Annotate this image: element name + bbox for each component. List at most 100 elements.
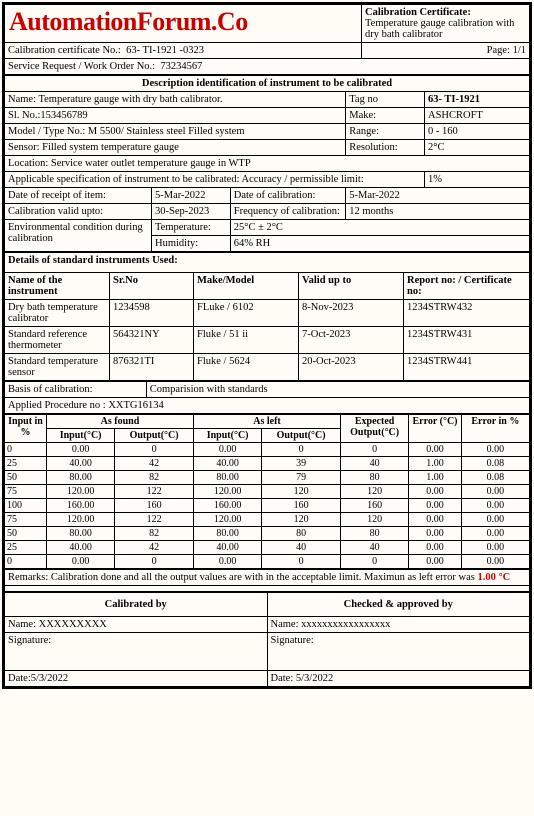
std-cell: FLuke / 6102 [194,300,299,327]
data-cell: 0.00 [461,541,529,555]
receipt-label: Date of receipt of item: [5,188,152,204]
cert-no-cell: Calibration certificate No.: 63- TI-1921… [5,43,362,59]
freq-val: 12 months [346,204,530,220]
data-cell: 80.00 [47,527,115,541]
data-row: 75120.00122120.001201200.000.00 [5,485,530,499]
logo: AutomationForum.Co [5,5,362,43]
data-cell: 82 [115,471,194,485]
spec-label: Applicable specification of instrument t… [5,172,425,188]
remarks-cell: Remarks: Calibration done and all the ou… [5,570,530,586]
data-cell: 1.00 [409,471,462,485]
data-row: 100160.00160160.001601600.000.00 [5,499,530,513]
data-cell: 0.00 [461,513,529,527]
data-cell: 25 [5,457,47,471]
name-label: Name: [8,94,36,105]
name-r-label: Name: [271,619,299,630]
data-cell: 40.00 [47,541,115,555]
desc-section-title: Description identification of instrument… [5,76,530,92]
sensor-val: Filled system temperature gauge [42,142,179,153]
data-row: 2540.004240.0039401.000.08 [5,457,530,471]
std-cell: 20-Oct-2023 [299,354,404,381]
data-cell: 0.00 [47,555,115,569]
make-val: ASHCROFT [425,108,530,124]
data-cell: 80.00 [193,471,261,485]
std-h-sr: Sr.No [110,273,194,300]
page-number: Page: 1/1 [362,43,530,59]
std-cell: 1234STRW441 [404,354,530,381]
data-cell: 0.00 [193,443,261,457]
dh-fo: Output(°C) [115,429,194,443]
std-cell: Standard reference thermometer [5,327,110,354]
std-row: Dry bath temperature calibrator1234598FL… [5,300,530,327]
cert-no-label: Calibration certificate No.: [8,45,121,56]
data-cell: 0.00 [461,485,529,499]
dh-pct: Input in % [5,415,47,443]
calib-date-label: Date of calibration: [230,188,346,204]
hum-val: 64% RH [230,236,529,252]
data-cell: 0 [115,555,194,569]
data-cell: 42 [115,541,194,555]
data-cell: 40 [341,541,409,555]
calib-by-head: Calibrated by [5,593,268,617]
data-cell: 100 [5,499,47,513]
std-cell: Fluke / 51 ii [194,327,299,354]
data-cell: 0 [5,555,47,569]
data-cell: 0 [341,555,409,569]
remarks-table: Remarks: Calibration done and all the ou… [4,569,530,592]
data-cell: 0.08 [461,457,529,471]
basis-table: Basis of calibration: Comparision with s… [4,381,530,414]
data-cell: 0.00 [461,443,529,457]
data-row: 2540.004240.0040400.000.00 [5,541,530,555]
header-table: AutomationForum.Co Calibration Certifica… [4,4,530,75]
tag-label: Tag no [346,92,425,108]
data-cell: 0.00 [47,443,115,457]
service-req: 73234567 [160,61,202,72]
data-cell: 40 [341,457,409,471]
remarks-prefix: Remarks: Calibration done and all the ou… [8,572,477,583]
std-row: Standard temperature sensor876321TIFluke… [5,354,530,381]
data-cell: 0.00 [409,499,462,513]
sensor-label: Sensor: [8,142,40,153]
std-h-mm: Make/Model [194,273,299,300]
std-cell: 564321NY [110,327,194,354]
std-cell: 1234598 [110,300,194,327]
data-cell: 75 [5,513,47,527]
res-val: 2°C [425,140,530,156]
std-section-title: Details of standard instruments Used: [5,253,530,269]
std-table: Details of standard instruments Used: Na… [4,252,530,381]
date-r: Date: 5/3/2022 [267,671,530,687]
name-val: Temperature gauge with dry bath calibrat… [38,94,222,105]
data-cell: 0.00 [409,485,462,499]
sig-l-label: Signature: [5,633,268,671]
data-cell: 50 [5,527,47,541]
data-cell: 160.00 [193,499,261,513]
data-cell: 1.00 [409,457,462,471]
std-cell: 1234STRW432 [404,300,530,327]
freq-label: Frequency of calibration: [230,204,346,220]
data-cell: 0.00 [461,499,529,513]
data-cell: 75 [5,485,47,499]
std-cell: Standard temperature sensor [5,354,110,381]
service-req-label: Service Request / Work Order No.: [8,61,155,72]
data-cell: 160 [341,499,409,513]
dh-err: Error (°C) [409,415,462,443]
data-row: 00.0000.00000.000.00 [5,443,530,457]
range-label: Range: [346,124,425,140]
data-cell: 0 [115,443,194,457]
name-l-val: XXXXXXXXX [39,619,107,630]
data-cell: 0 [341,443,409,457]
std-h-name: Name of the instrument [5,273,110,300]
data-cell: 0.00 [409,555,462,569]
data-cell: 80.00 [193,527,261,541]
data-cell: 40.00 [47,457,115,471]
data-cell: 82 [115,527,194,541]
data-cell: 120.00 [193,485,261,499]
data-cell: 40.00 [193,541,261,555]
data-cell: 0 [5,443,47,457]
dh-lo: Output(°C) [262,429,341,443]
data-cell: 120 [341,485,409,499]
calib-date-val: 5-Mar-2022 [346,188,530,204]
temp-val: 25°C ± 2°C [230,220,529,236]
data-cell: 40.00 [193,457,261,471]
data-cell: 80.00 [47,471,115,485]
